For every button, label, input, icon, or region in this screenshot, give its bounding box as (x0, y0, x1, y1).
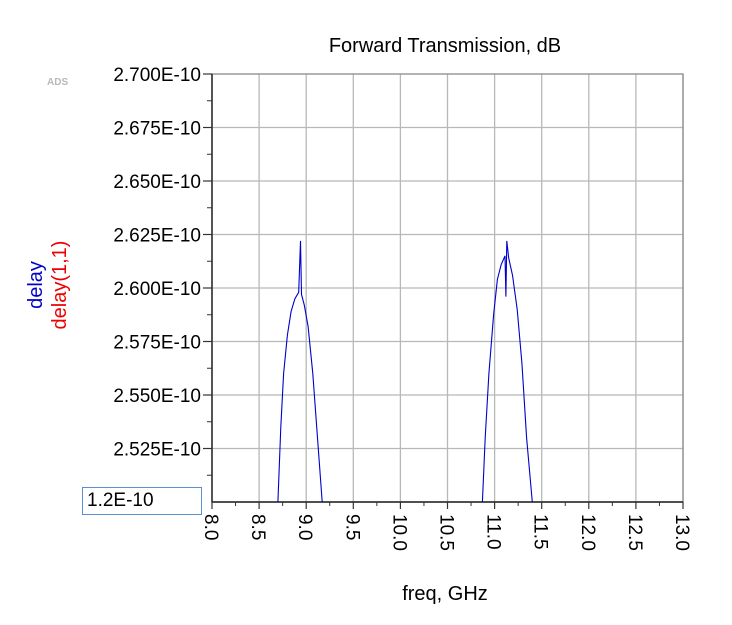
x-tick-label: 9.0 (294, 514, 315, 540)
y-axis-label: delay (25, 261, 47, 309)
x-tick-label: 10.5 (436, 514, 457, 551)
x-axis-label: freq, GHz (402, 583, 488, 605)
x-tick-label: 12.5 (624, 514, 645, 551)
y-ticks: 2.525E-10 2.550E-10 2.575E-10 2.600E-10 2.62… (113, 65, 212, 476)
y-min-input[interactable]: 1.2E-10 (82, 487, 202, 515)
grid (211, 74, 684, 502)
x-tick-label: 11.5 (530, 514, 551, 550)
x-tick-label: 9.5 (341, 514, 362, 540)
x-tick-label: 8.0 (200, 514, 221, 540)
y-axis-labels: delay delay(1,1) (25, 241, 71, 330)
y-tick-label: 2.575E-10 (113, 333, 201, 354)
y-tick-label: 2.675E-10 (113, 119, 201, 140)
x-tick-label: 10.0 (388, 514, 409, 551)
ads-logo: ADS (47, 77, 69, 88)
x-tick-label: 13.0 (671, 514, 692, 551)
x-tick-label: 11.0 (483, 514, 504, 550)
x-tick-label: 12.0 (577, 514, 598, 551)
y-tick-label: 2.525E-10 (113, 440, 201, 461)
y-tick-label: 2.600E-10 (113, 279, 201, 300)
series-line-delay (277, 240, 323, 503)
y-tick-label: 2.700E-10 (113, 65, 201, 86)
x-tick-label: 8.5 (247, 514, 268, 540)
y-axis-label: delay(1,1) (49, 241, 71, 330)
y-tick-label: 2.650E-10 (113, 172, 201, 193)
y-tick-label: 2.550E-10 (113, 386, 201, 407)
x-ticks: 8.0 8.5 9.0 9.5 10.0 10.5 11.0 11.5 12.0 12.5 13.0 (200, 502, 692, 551)
y-tick-label: 2.625E-10 (113, 226, 201, 247)
series-line-delay (481, 240, 533, 503)
series-group (277, 240, 533, 503)
chart-title: Forward Transmission, dB (329, 35, 561, 57)
